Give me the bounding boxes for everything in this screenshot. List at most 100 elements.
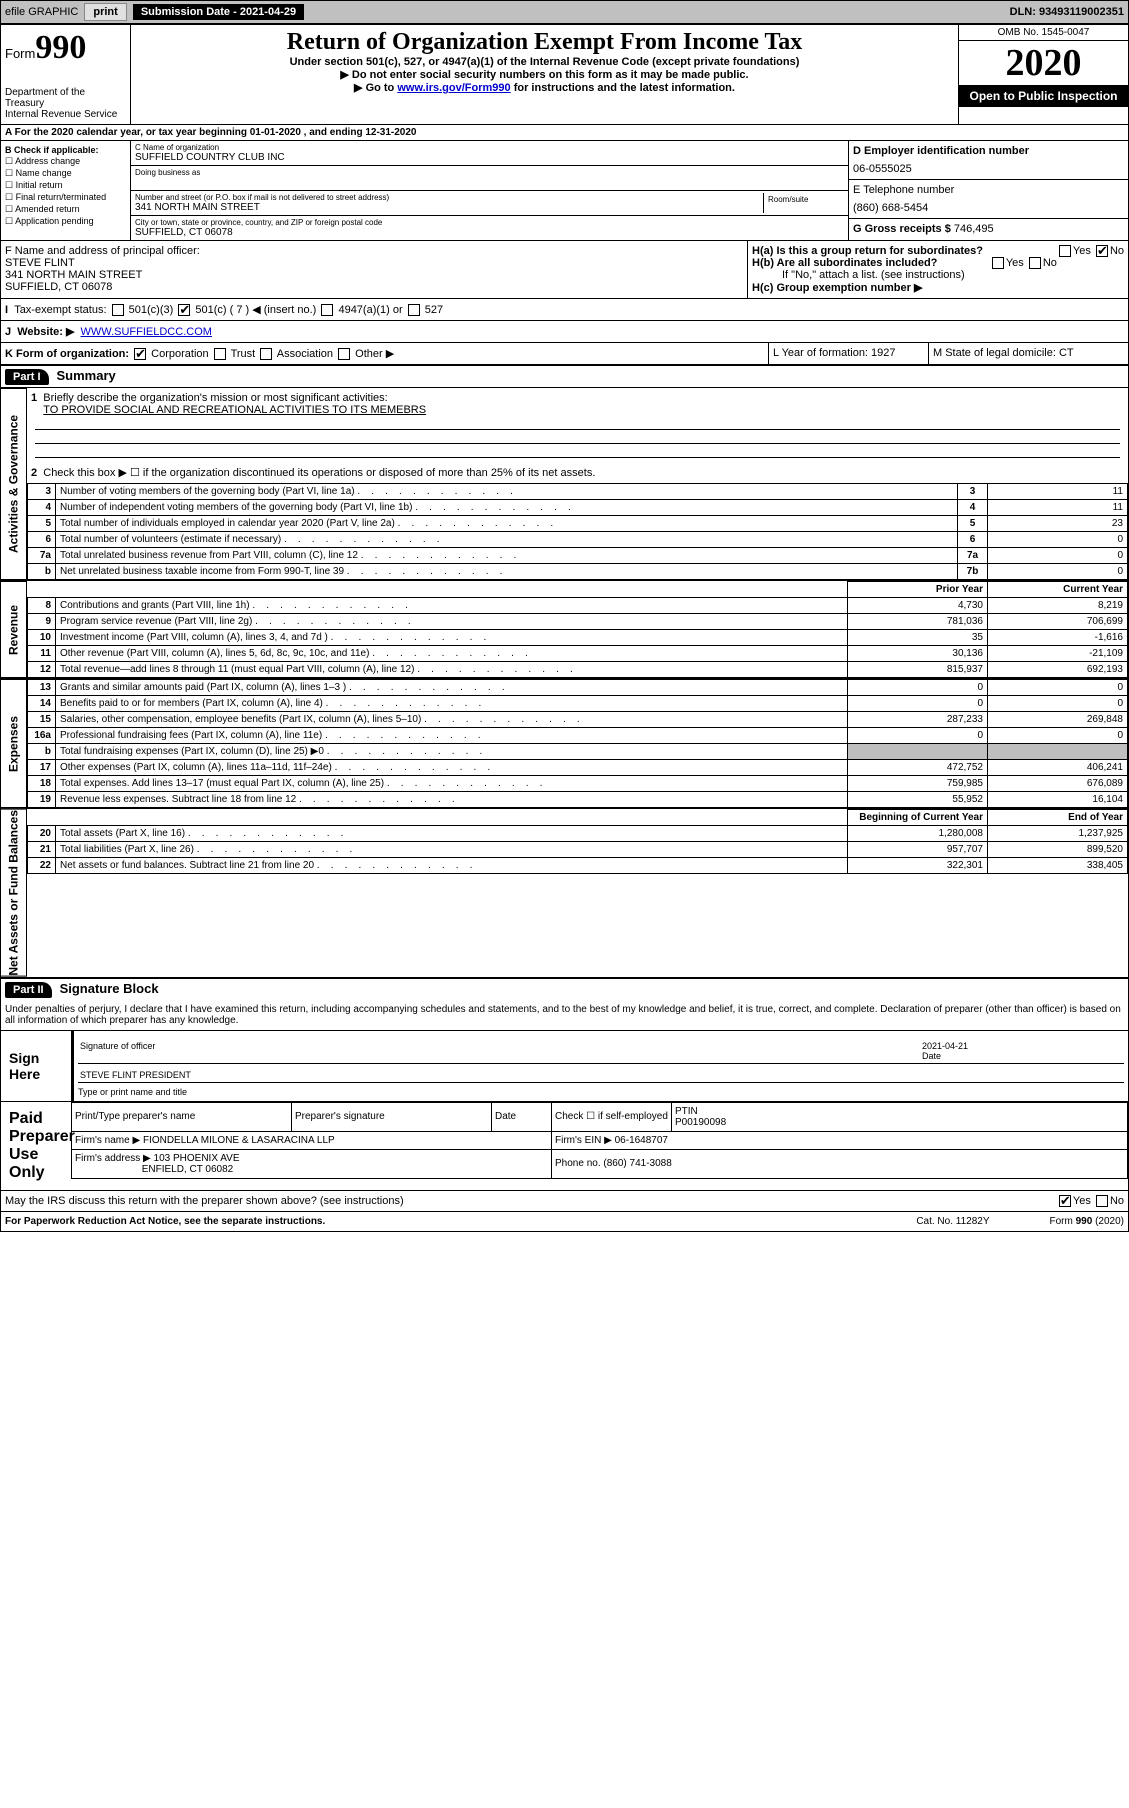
officer-name: STEVE FLINT <box>5 257 743 269</box>
vlabel-net: Net Assets or Fund Balances <box>1 809 27 977</box>
block-b-header: B Check if applicable: <box>5 145 99 155</box>
row-f-h: F Name and address of principal officer:… <box>1 241 1128 299</box>
vlabel-governance: Activities & Governance <box>1 388 27 580</box>
p-name-label: Print/Type preparer's name <box>72 1102 292 1131</box>
street-address: 341 NORTH MAIN STREET <box>135 202 763 213</box>
addr-label: Number and street (or P.O. box if mail i… <box>135 193 763 202</box>
page-footer: For Paperwork Reduction Act Notice, see … <box>1 1211 1128 1231</box>
discuss-yes[interactable] <box>1059 1195 1071 1207</box>
cb-amended[interactable]: ☐ Amended return <box>5 204 126 215</box>
net-assets-table: Beginning of Current YearEnd of Year20To… <box>27 809 1128 874</box>
cb-trust[interactable] <box>214 348 226 360</box>
e-label: E Telephone number <box>853 184 954 196</box>
form-990: Form990 Department of the Treasury Inter… <box>0 24 1129 1232</box>
ha-yes[interactable] <box>1059 245 1071 257</box>
m-state-domicile: M State of legal domicile: CT <box>928 343 1128 364</box>
c-label: C Name of organization <box>135 143 844 152</box>
subtitle-1: Under section 501(c), 527, or 4947(a)(1)… <box>135 56 954 68</box>
print-button[interactable]: print <box>84 3 126 21</box>
firm-phone: (860) 741-3088 <box>603 1158 671 1169</box>
sig-date: 2021-04-21Date <box>922 1041 1122 1061</box>
cb-initial-return[interactable]: ☐ Initial return <box>5 180 126 191</box>
row-j-website: J Website: ▶ WWW.SUFFIELDCC.COM <box>1 321 1128 343</box>
dept-treasury: Department of the Treasury <box>5 87 126 109</box>
sig-officer-label: Signature of officer <box>80 1041 922 1061</box>
irs-label: Internal Revenue Service <box>5 109 126 120</box>
p-date-label: Date <box>492 1102 552 1131</box>
q2-text: Check this box ▶ ☐ if the organization d… <box>43 467 595 479</box>
section-net-assets: Net Assets or Fund Balances Beginning of… <box>1 809 1128 979</box>
l-year-formation: L Year of formation: 1927 <box>768 343 928 364</box>
paid-preparer-label: Paid Preparer Use Only <box>1 1102 71 1190</box>
firm-addr1: 103 PHOENIX AVE <box>154 1153 240 1164</box>
mission-text: TO PROVIDE SOCIAL AND RECREATIONAL ACTIV… <box>43 404 426 416</box>
row-klm: K Form of organization: Corporation Trus… <box>1 343 1128 366</box>
firm-ein: 06-1648707 <box>615 1135 668 1146</box>
vlabel-expenses: Expenses <box>1 679 27 808</box>
discuss-no[interactable] <box>1096 1195 1108 1207</box>
sign-here-block: Sign Here Signature of officer2021-04-21… <box>1 1030 1128 1101</box>
footer-left: For Paperwork Reduction Act Notice, see … <box>5 1216 325 1227</box>
dba-label: Doing business as <box>135 168 844 177</box>
section-expenses: Expenses 13Grants and similar amounts pa… <box>1 679 1128 809</box>
irs-link[interactable]: www.irs.gov/Form990 <box>397 82 510 94</box>
discuss-row: May the IRS discuss this return with the… <box>1 1190 1128 1211</box>
hb-yes[interactable] <box>992 257 1004 269</box>
tax-year: 2020 <box>959 41 1128 85</box>
hb-question: H(b) Are all subordinates included? Yes … <box>752 257 1124 269</box>
form-number: Form990 <box>5 29 126 67</box>
city-state-zip: SUFFIELD, CT 06078 <box>135 227 844 238</box>
form-header: Form990 Department of the Treasury Inter… <box>1 25 1128 125</box>
top-toolbar: efile GRAPHIC print Submission Date - 20… <box>0 0 1129 24</box>
part1-header: Part ISummary <box>1 366 1128 388</box>
preparer-table: Print/Type preparer's name Preparer's si… <box>71 1102 1128 1179</box>
cb-name-change[interactable]: ☐ Name change <box>5 168 126 179</box>
cb-address-change[interactable]: ☐ Address change <box>5 156 126 167</box>
cb-501c3[interactable] <box>112 304 124 316</box>
cb-527[interactable] <box>408 304 420 316</box>
cb-501c[interactable] <box>178 304 190 316</box>
expenses-table: 13Grants and similar amounts paid (Part … <box>27 679 1128 808</box>
sign-here-label: Sign Here <box>1 1031 71 1101</box>
room-label: Room/suite <box>768 195 840 204</box>
hc-label: H(c) Group exemption number ▶ <box>752 281 1124 294</box>
omb-number: OMB No. 1545-0047 <box>959 25 1128 41</box>
block-b-through-g: B Check if applicable: ☐ Address change … <box>1 141 1128 241</box>
perjury-statement: Under penalties of perjury, I declare th… <box>1 1000 1128 1030</box>
website-link[interactable]: WWW.SUFFIELDCC.COM <box>81 326 212 338</box>
officer-printed: STEVE FLINT PRESIDENT <box>80 1070 191 1080</box>
cb-corp[interactable] <box>134 348 146 360</box>
org-name: SUFFIELD COUNTRY CLUB INC <box>135 152 844 163</box>
paid-preparer-block: Paid Preparer Use Only Print/Type prepar… <box>1 1101 1128 1190</box>
gross-receipts: 746,495 <box>954 223 994 235</box>
g-label: G Gross receipts $ <box>853 223 951 235</box>
subtitle-2: Do not enter social security numbers on … <box>135 68 954 81</box>
efile-label: efile GRAPHIC <box>5 6 78 18</box>
q1-label: Briefly describe the organization's miss… <box>43 392 387 404</box>
form-title: Return of Organization Exempt From Incom… <box>135 29 954 56</box>
cb-other[interactable] <box>338 348 350 360</box>
open-inspection: Open to Public Inspection <box>959 85 1128 107</box>
revenue-table: Prior YearCurrent Year8Contributions and… <box>27 581 1128 678</box>
ha-no[interactable] <box>1096 245 1108 257</box>
p-sig-label: Preparer's signature <box>292 1102 492 1131</box>
line-a-tax-year: A For the 2020 calendar year, or tax yea… <box>1 125 1128 141</box>
firm-addr2: ENFIELD, CT 06082 <box>142 1164 234 1175</box>
cb-4947[interactable] <box>321 304 333 316</box>
footer-form: Form 990 (2020) <box>1050 1216 1124 1227</box>
submission-date: Submission Date - 2021-04-29 <box>133 4 304 20</box>
officer-addr2: SUFFIELD, CT 06078 <box>5 281 743 293</box>
phone-value: (860) 668-5454 <box>853 202 1124 214</box>
cb-final-return[interactable]: ☐ Final return/terminated <box>5 192 126 203</box>
section-revenue: Revenue Prior YearCurrent Year8Contribut… <box>1 581 1128 679</box>
d-label: D Employer identification number <box>853 145 1029 157</box>
officer-addr1: 341 NORTH MAIN STREET <box>5 269 743 281</box>
dln-label: DLN: 93493119002351 <box>1010 6 1124 18</box>
footer-cat: Cat. No. 11282Y <box>916 1216 989 1227</box>
cb-assoc[interactable] <box>260 348 272 360</box>
officer-title-label: Type or print name and title <box>78 1087 1124 1097</box>
firm-name: FIONDELLA MILONE & LASARACINA LLP <box>143 1135 335 1146</box>
hb-no[interactable] <box>1029 257 1041 269</box>
ein-value: 06-0555025 <box>853 163 1124 175</box>
cb-app-pending[interactable]: ☐ Application pending <box>5 216 126 227</box>
